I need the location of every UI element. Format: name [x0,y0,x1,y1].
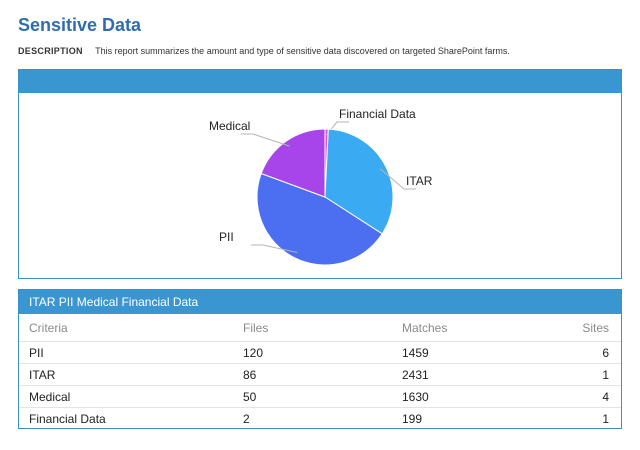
pie-label: Financial Data [339,107,416,121]
chart-panel-header [19,70,621,93]
cell-matches: 1630 [402,390,429,404]
pie-label: ITAR [406,174,433,188]
column-header-files: Files [243,321,269,335]
cell-criteria: Medical [29,390,71,404]
cell-matches: 2431 [402,368,429,382]
cell-sites: 4 [602,390,609,404]
pie-label: Medical [209,119,250,133]
cell-criteria: Financial Data [29,412,106,426]
pie-slice [260,128,326,198]
column-header-sites: Sites [582,321,609,335]
cell-files: 120 [243,346,264,360]
column-header-matches: Matches [402,321,448,335]
pie-leader-line [251,244,298,253]
table-row: Financial Data 2 199 1 [19,408,621,430]
cell-sites: 6 [602,346,609,360]
pie-chart: Financial Data ITAR PII Medical [209,107,433,266]
page-title: Sensitive Data [18,15,142,35]
table-row: PII 120 1459 6 [19,342,621,364]
description-label: DESCRIPTION [18,46,83,56]
pie-leader-line [241,133,290,147]
column-header-criteria: Criteria [29,321,68,335]
cell-sites: 1 [602,412,609,426]
cell-matches: 1459 [402,346,429,360]
cell-criteria: ITAR [29,368,56,382]
table-row: ITAR 86 2431 1 [19,364,621,386]
cell-files: 50 [243,390,257,404]
chart-panel: Financial Data ITAR PII Medical [18,69,622,279]
cell-files: 2 [243,412,250,426]
pie-leader-line [379,168,416,190]
pie-slice [256,172,383,266]
table-title: ITAR PII Medical Financial Data [19,290,621,314]
cell-matches: 199 [402,412,423,426]
cell-files: 86 [243,368,257,382]
table-header-row: Criteria Files Matches Sites [19,314,621,342]
description-text: This report summarizes the amount and ty… [95,46,510,56]
table-row: Medical 50 1630 4 [19,386,621,408]
table-panel: ITAR PII Medical Financial Data Criteria… [18,289,622,429]
description-row: DESCRIPTION This report summarizes the a… [18,46,510,56]
pie-label: PII [219,230,234,244]
cell-criteria: PII [29,346,44,360]
cell-sites: 1 [602,368,609,382]
